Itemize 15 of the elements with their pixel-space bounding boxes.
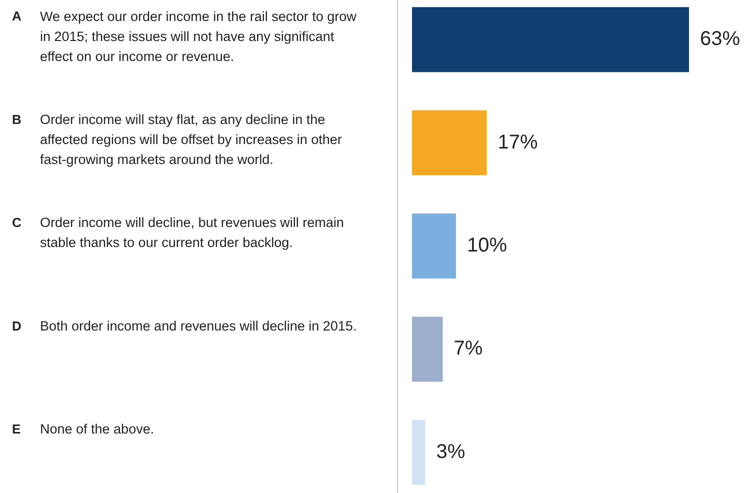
data-label: 63% — [700, 28, 740, 50]
bar — [412, 7, 689, 72]
category-label: A We expect our order income in the rail sector to grow in 2015; these issues will not have any significant effect on our income or revenue. — [12, 8, 356, 64]
bar — [412, 316, 443, 382]
category-label: E None of the above. — [12, 421, 154, 437]
bar — [412, 420, 426, 485]
data-label: 3% — [436, 440, 466, 463]
category-label: C Order income will decline, but revenues will remain stable thanks to our current order backlog. — [12, 215, 344, 250]
bar — [412, 110, 487, 176]
category-label: D Both order income and revenues will decline in 2015. — [12, 318, 357, 334]
category-label: B Order income will stay flat, as any decline in the affected regions will be offset by increases in other fast-growing markets around the world. — [12, 112, 342, 168]
data-label: 17% — [498, 131, 538, 154]
bar — [412, 213, 456, 279]
data-label: 7% — [454, 338, 483, 360]
data-label: 10% — [466, 234, 508, 257]
